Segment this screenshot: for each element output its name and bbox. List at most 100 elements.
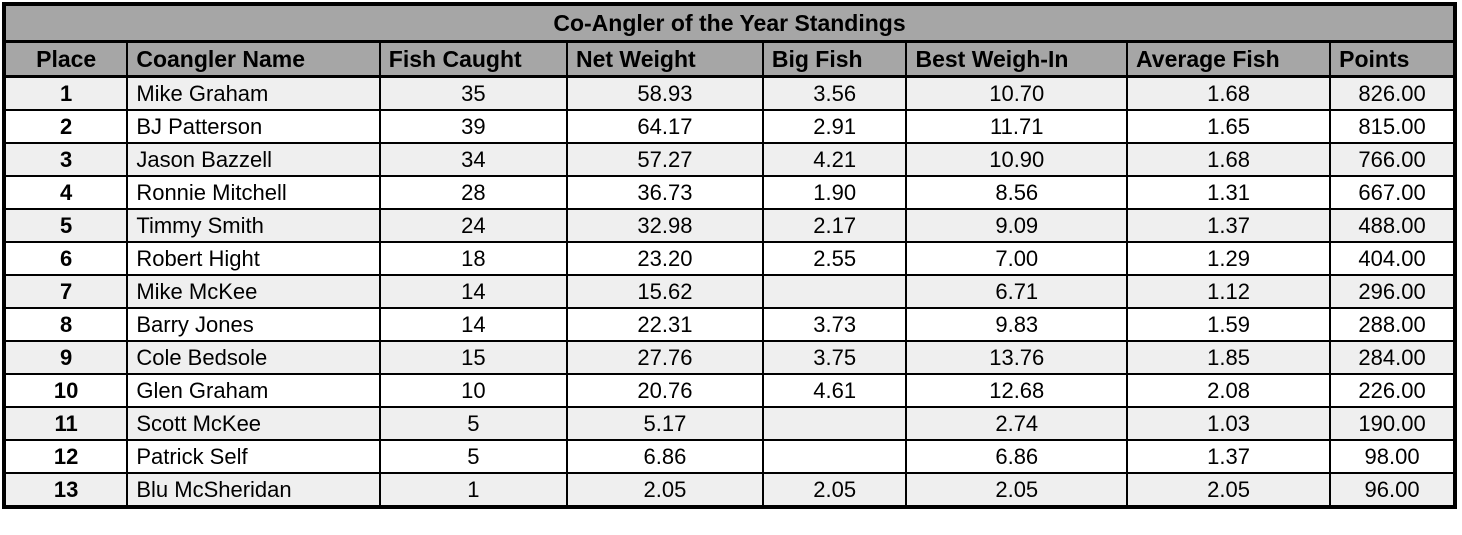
cell-best-weigh-in: 9.83 <box>905 307 1129 342</box>
cell-name: Timmy Smith <box>126 208 381 243</box>
cell-place: 13 <box>2 472 129 508</box>
cell-average-fish: 1.68 <box>1126 142 1332 177</box>
cell-average-fish: 2.08 <box>1126 373 1332 408</box>
cell-place: 4 <box>2 175 129 210</box>
column-header-name: Coangler Name <box>126 40 381 78</box>
cell-average-fish: 1.59 <box>1126 307 1332 342</box>
cell-name: Patrick Self <box>126 439 381 474</box>
cell-net-weight: 36.73 <box>565 175 764 210</box>
cell-fish-caught: 15 <box>378 340 568 375</box>
cell-average-fish: 1.68 <box>1126 75 1332 111</box>
cell-name: Blu McSheridan <box>126 472 381 508</box>
cell-points: 404.00 <box>1329 241 1456 276</box>
column-header-row: Place Coangler Name Fish Caught Net Weight B… <box>2 40 1456 78</box>
cell-best-weigh-in: 8.56 <box>905 175 1129 210</box>
cell-average-fish: 1.03 <box>1126 406 1332 441</box>
cell-net-weight: 57.27 <box>565 142 764 177</box>
cell-average-fish: 1.37 <box>1126 208 1332 243</box>
table-body: 1 Mike Graham 35 58.93 3.56 10.70 1.68 826.00 2 B… <box>2 75 1456 508</box>
cell-name: Robert Hight <box>126 241 381 276</box>
cell-place: 11 <box>2 406 129 441</box>
cell-best-weigh-in: 2.74 <box>905 406 1129 441</box>
title-row: Co-Angler of the Year Standings <box>4 4 1455 43</box>
table-row: 13 Blu McSheridan 1 2.05 2.05 2.05 2.05 96.00 <box>2 472 1456 508</box>
column-header-points: Points <box>1329 40 1456 78</box>
column-header-fish-caught: Fish Caught <box>378 40 568 78</box>
table-row: 5 Timmy Smith 24 32.98 2.17 9.09 1.37 488.00 <box>2 208 1456 243</box>
cell-fish-caught: 18 <box>378 241 568 276</box>
cell-fish-caught: 28 <box>378 175 568 210</box>
cell-fish-caught: 14 <box>378 307 568 342</box>
cell-place: 12 <box>2 439 129 474</box>
cell-best-weigh-in: 10.70 <box>905 75 1129 111</box>
cell-net-weight: 23.20 <box>565 241 764 276</box>
cell-average-fish: 1.31 <box>1126 175 1332 210</box>
table-row: 4 Ronnie Mitchell 28 36.73 1.90 8.56 1.31 667.0… <box>2 175 1456 210</box>
cell-name: Ronnie Mitchell <box>126 175 381 210</box>
cell-net-weight: 22.31 <box>565 307 764 342</box>
cell-big-fish: 4.61 <box>761 373 908 408</box>
cell-fish-caught: 34 <box>378 142 568 177</box>
cell-points: 766.00 <box>1329 142 1456 177</box>
cell-place: 10 <box>2 373 129 408</box>
cell-net-weight: 15.62 <box>565 274 764 309</box>
cell-place: 3 <box>2 142 129 177</box>
table-head: Co-Angler of the Year Standings Place Coa… <box>2 4 1456 78</box>
table-row: 11 Scott McKee 5 5.17 2.74 1.03 190.00 <box>2 406 1456 441</box>
cell-name: Barry Jones <box>126 307 381 342</box>
table-row: 7 Mike McKee 14 15.62 6.71 1.12 296.00 <box>2 274 1456 309</box>
table-row: 6 Robert Hight 18 23.20 2.55 7.00 1.29 404.00 <box>2 241 1456 276</box>
cell-place: 2 <box>2 109 129 144</box>
column-header-place: Place <box>2 40 129 78</box>
cell-big-fish: 2.55 <box>761 241 908 276</box>
column-header-best-weigh-in: Best Weigh-In <box>905 40 1129 78</box>
cell-average-fish: 2.05 <box>1126 472 1332 508</box>
cell-place: 9 <box>2 340 129 375</box>
cell-best-weigh-in: 11.71 <box>905 109 1129 144</box>
cell-big-fish: 3.56 <box>761 75 908 111</box>
cell-place: 5 <box>2 208 129 243</box>
cell-net-weight: 32.98 <box>565 208 764 243</box>
cell-points: 296.00 <box>1329 274 1456 309</box>
cell-name: Cole Bedsole <box>126 340 381 375</box>
cell-points: 667.00 <box>1329 175 1456 210</box>
cell-points: 815.00 <box>1329 109 1456 144</box>
table-row: 9 Cole Bedsole 15 27.76 3.75 13.76 1.85 284.00 <box>2 340 1456 375</box>
cell-average-fish: 1.65 <box>1126 109 1332 144</box>
cell-best-weigh-in: 6.86 <box>905 439 1129 474</box>
cell-points: 96.00 <box>1329 472 1456 508</box>
cell-best-weigh-in: 10.90 <box>905 142 1129 177</box>
cell-points: 98.00 <box>1329 439 1456 474</box>
cell-big-fish: 2.05 <box>761 472 908 508</box>
table-row: 2 BJ Patterson 39 64.17 2.91 11.71 1.65 815.00 <box>2 109 1456 144</box>
cell-name: Mike McKee <box>126 274 381 309</box>
cell-net-weight: 27.76 <box>565 340 764 375</box>
cell-fish-caught: 5 <box>378 406 568 441</box>
cell-name: Scott McKee <box>126 406 381 441</box>
cell-net-weight: 6.86 <box>565 439 764 474</box>
cell-big-fish: 4.21 <box>761 142 908 177</box>
cell-average-fish: 1.12 <box>1126 274 1332 309</box>
cell-points: 190.00 <box>1329 406 1456 441</box>
cell-best-weigh-in: 13.76 <box>905 340 1129 375</box>
standings-table: Co-Angler of the Year Standings Place Coa… <box>2 2 1457 509</box>
cell-place: 8 <box>2 307 129 342</box>
cell-fish-caught: 14 <box>378 274 568 309</box>
cell-best-weigh-in: 12.68 <box>905 373 1129 408</box>
cell-points: 288.00 <box>1329 307 1456 342</box>
cell-net-weight: 5.17 <box>565 406 764 441</box>
cell-fish-caught: 1 <box>378 472 568 508</box>
table-row: 10 Glen Graham 10 20.76 4.61 12.68 2.08 226.00 <box>2 373 1456 408</box>
cell-place: 6 <box>2 241 129 276</box>
cell-fish-caught: 35 <box>378 75 568 111</box>
cell-best-weigh-in: 9.09 <box>905 208 1129 243</box>
cell-big-fish: 3.73 <box>761 307 908 342</box>
table-row: 3 Jason Bazzell 34 57.27 4.21 10.90 1.68 766.00 <box>2 142 1456 177</box>
cell-best-weigh-in: 6.71 <box>905 274 1129 309</box>
cell-big-fish: 1.90 <box>761 175 908 210</box>
cell-average-fish: 1.85 <box>1126 340 1332 375</box>
cell-fish-caught: 10 <box>378 373 568 408</box>
cell-big-fish: 2.91 <box>761 109 908 144</box>
cell-name: Glen Graham <box>126 373 381 408</box>
cell-name: Mike Graham <box>126 75 381 111</box>
